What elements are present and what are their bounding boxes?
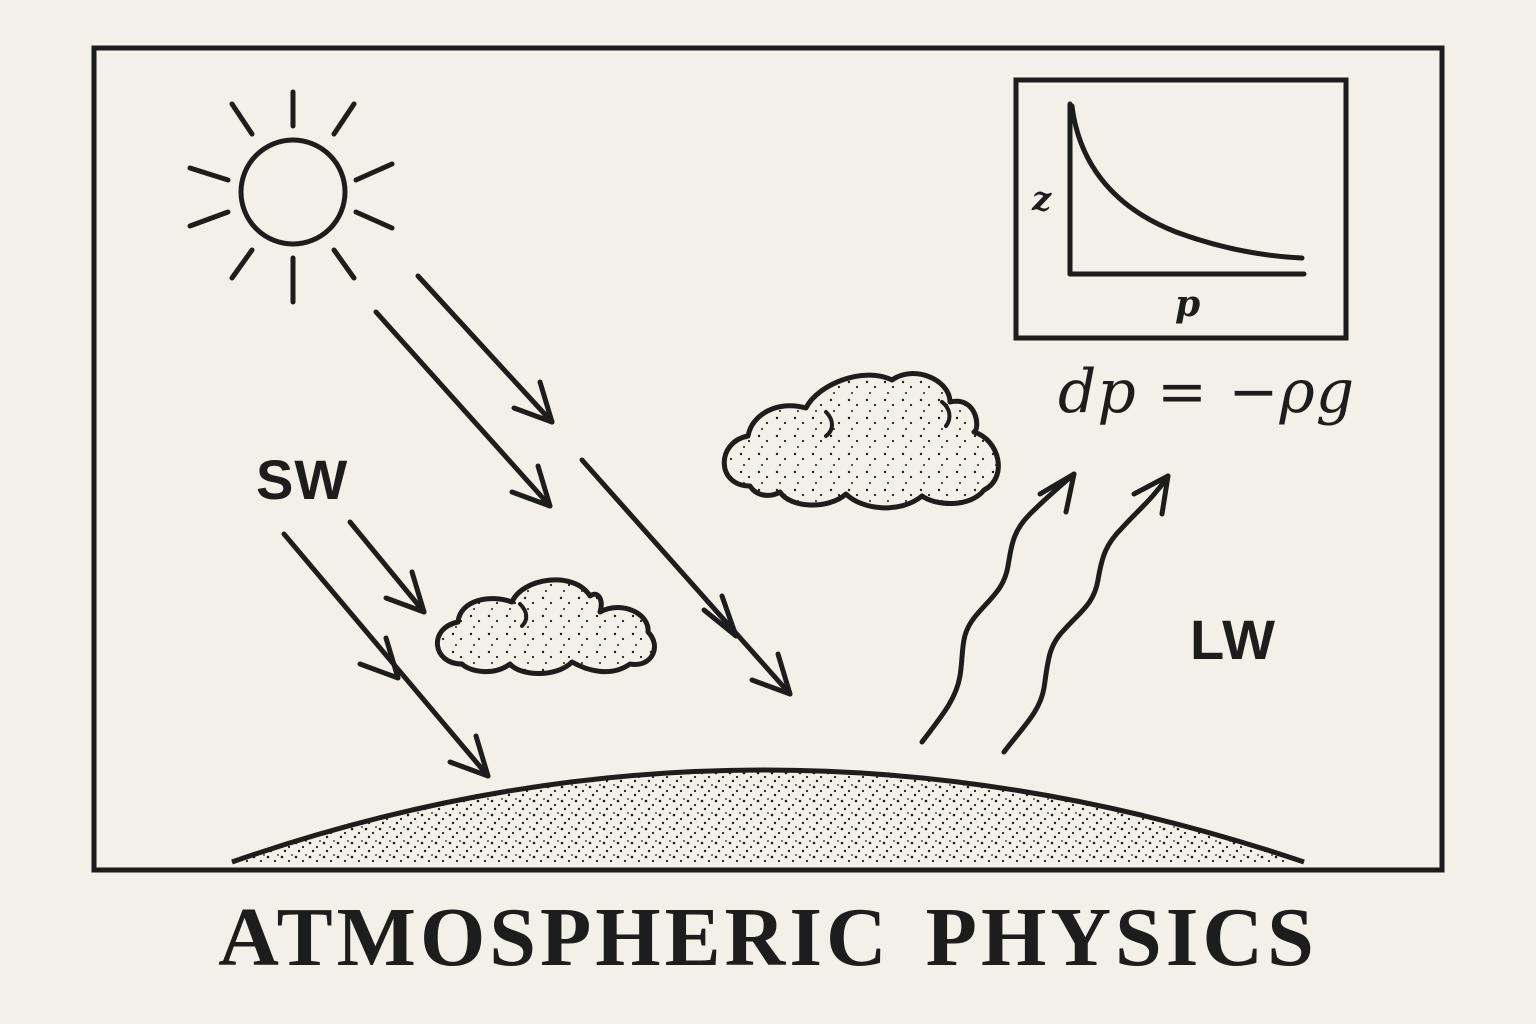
sun-icon xyxy=(187,89,395,305)
shortwave-arrows xyxy=(281,273,793,779)
hydrostatic-equation: dp = −ρg xyxy=(1058,357,1356,427)
shortwave-label: SW xyxy=(256,448,349,511)
arrow-icon xyxy=(347,519,427,615)
wavy-arrow-icon xyxy=(1001,473,1171,755)
arrow-icon xyxy=(415,273,555,425)
earth-surface-icon xyxy=(231,767,1305,865)
inset-x-axis-label: p xyxy=(1175,283,1201,325)
outer-frame xyxy=(91,45,1445,873)
inset-y-axis-label: z xyxy=(1032,179,1052,219)
arrow-icon xyxy=(281,531,491,779)
page-title: ATMOSPHERIC PHYSICS xyxy=(218,891,1318,984)
inset-plot-frame xyxy=(1013,77,1349,341)
inset-plot-curve xyxy=(1069,103,1305,261)
cloud-icon xyxy=(435,577,657,676)
longwave-label: LW xyxy=(1190,608,1276,671)
cloud-icon xyxy=(721,371,1001,511)
longwave-arrows xyxy=(919,471,1171,755)
inset-plot-axes xyxy=(1067,101,1307,277)
wavy-arrow-icon xyxy=(919,471,1077,745)
arrow-icon xyxy=(373,309,553,509)
arrow-icon xyxy=(579,457,793,697)
